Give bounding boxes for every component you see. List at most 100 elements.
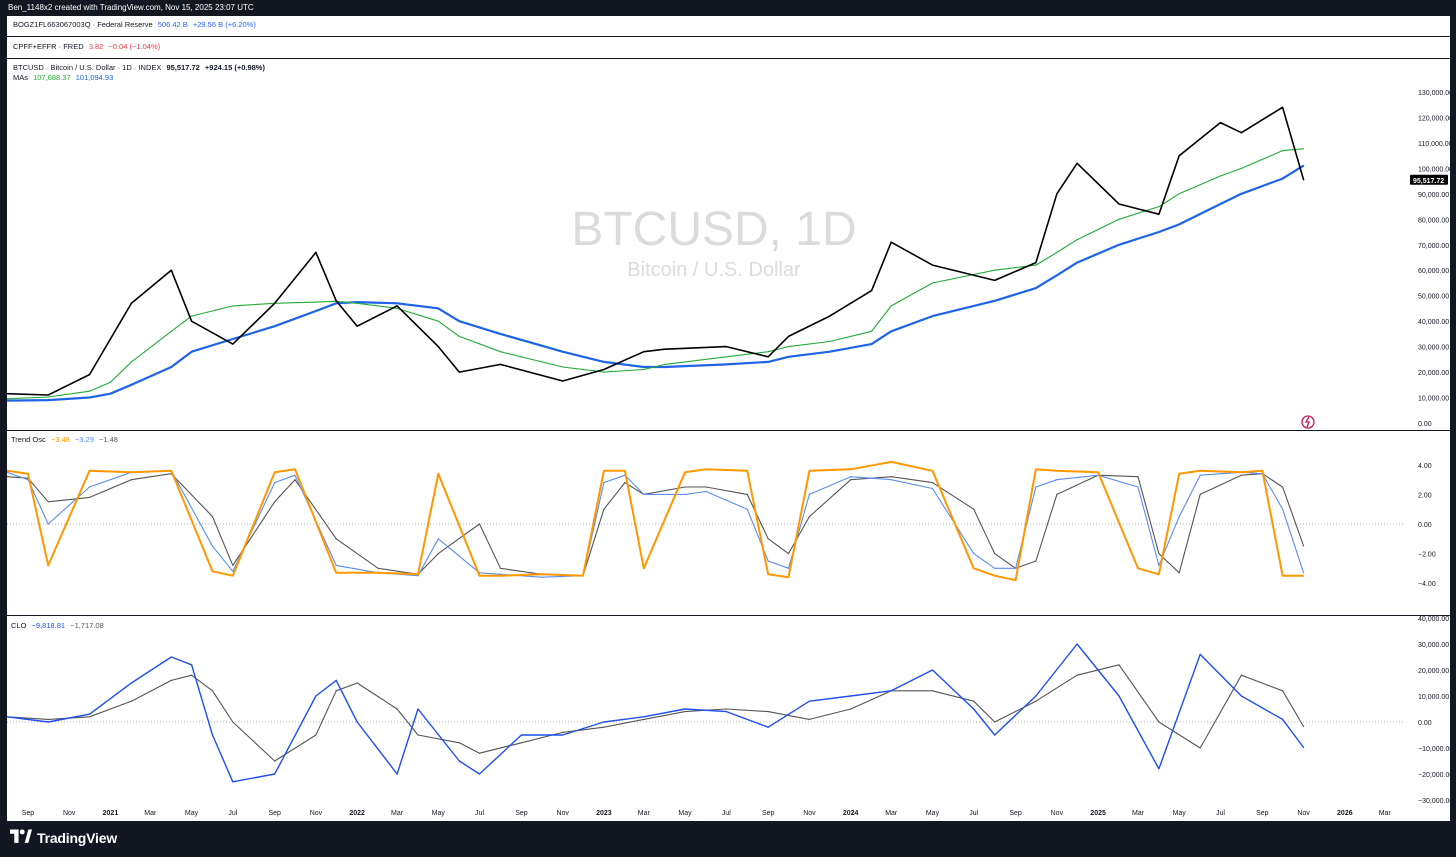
- data-point: [1056, 470, 1058, 472]
- data-point: [478, 773, 481, 775]
- data-point: [211, 516, 214, 518]
- data-point: [684, 486, 686, 488]
- data-point: [377, 572, 379, 574]
- price-axis[interactable]: 130,000.00 120,000.00 110,000.00 100,000.00…: [1418, 90, 1450, 805]
- data-point: [808, 493, 811, 495]
- chart-canvas[interactable]: 130,000.00 120,000.00 110,000.00 100,000.00…: [7, 16, 1450, 821]
- data-point: [643, 716, 645, 718]
- data-point: [232, 305, 234, 307]
- y-tick-label: 100,000.00: [1418, 166, 1450, 173]
- series-layer: [7, 106, 1405, 783]
- data-point: [88, 374, 91, 376]
- data-point: [871, 290, 873, 292]
- legend-clo-v2: −1,717.08: [70, 621, 104, 630]
- x-tick-label: Sep: [22, 810, 35, 817]
- data-point: [1015, 579, 1017, 581]
- legend-clo[interactable]: CLO −9,818.81 −1,717.08: [11, 621, 107, 630]
- data-point: [787, 567, 790, 569]
- legend-mas[interactable]: MAs 107,688.37 101,094.93: [13, 73, 116, 82]
- data-point: [1137, 476, 1139, 478]
- data-point: [109, 338, 111, 340]
- data-point: [684, 708, 686, 710]
- x-tick-label: May: [1173, 810, 1187, 817]
- chart-frame[interactable]: BOGZ1FL663067003Q · Federal Reserve 506.…: [7, 16, 1450, 821]
- data-point: [211, 545, 214, 547]
- data-point: [315, 301, 317, 303]
- legend-bog-name: BOGZ1FL663067003Q · Federal Reserve: [13, 20, 153, 29]
- legend-clo-v1: −9,818.81: [31, 621, 66, 630]
- y-tick-label: 80,000.00: [1418, 217, 1449, 224]
- pane-divider[interactable]: [7, 615, 1450, 616]
- time-axis[interactable]: Sep Nov 2021 Mar May Jul Sep Nov 2022 Mar May Jul Se…: [22, 810, 1392, 817]
- y-tick-label: 0.00: [1418, 720, 1432, 727]
- tradingview-footer[interactable]: TradingView: [10, 826, 117, 850]
- data-point: [1097, 471, 1099, 473]
- data-point: [767, 573, 769, 575]
- data-point: [1178, 155, 1180, 157]
- data-point: [478, 752, 481, 754]
- data-point: [603, 721, 605, 723]
- legend-btc[interactable]: BTCUSD · Bitcoin / U.S. Dollar · 1D · IN…: [13, 63, 268, 72]
- watermark-description: Bitcoin / U.S. Dollar: [627, 259, 801, 281]
- last-price-label: 95,517.72: [1410, 174, 1448, 185]
- data-point: [603, 482, 605, 484]
- pane-divider[interactable]: [7, 58, 1450, 59]
- data-point: [1219, 175, 1221, 177]
- data-point: [7, 716, 8, 718]
- data-point: [931, 315, 934, 317]
- alert-icon[interactable]: [1301, 415, 1315, 429]
- data-point: [994, 567, 996, 569]
- data-point: [1240, 695, 1242, 697]
- data-point: [274, 501, 276, 503]
- data-point: [417, 573, 419, 575]
- data-point: [191, 664, 193, 666]
- data-point: [1219, 122, 1221, 124]
- y-tick-label: 20,000.00: [1418, 668, 1449, 675]
- series-line-2-1: [7, 664, 1305, 762]
- data-point: [1199, 747, 1201, 749]
- data-point: [603, 361, 605, 363]
- data-point: [7, 398, 8, 400]
- data-point: [643, 567, 645, 569]
- data-point: [1035, 486, 1037, 488]
- data-point: [994, 553, 996, 555]
- data-point: [767, 538, 769, 540]
- data-point: [1303, 725, 1305, 728]
- y-tick-label: 0.00: [1418, 421, 1432, 428]
- data-point: [1015, 567, 1017, 569]
- data-point: [1158, 553, 1160, 555]
- legend-trend-osc[interactable]: Trend Osc −3.48 −3.29 −1.48: [11, 435, 121, 444]
- data-point: [994, 300, 996, 302]
- x-tick-label: May: [432, 810, 446, 817]
- data-point: [88, 486, 91, 488]
- data-point: [335, 564, 337, 567]
- legend-mas-v1: 107,688.37: [33, 73, 71, 82]
- data-point: [973, 567, 975, 569]
- data-point: [931, 487, 934, 490]
- data-point: [437, 473, 439, 475]
- x-tick-label: 2025: [1090, 810, 1106, 817]
- data-point: [274, 773, 276, 775]
- y-tick-label: −2.00: [1418, 552, 1436, 559]
- data-point: [890, 479, 892, 481]
- data-point: [767, 711, 769, 713]
- pane-divider[interactable]: [7, 430, 1450, 431]
- data-point: [931, 470, 934, 472]
- data-point: [294, 474, 296, 476]
- y-tick-label: −4.00: [1418, 581, 1436, 588]
- data-point: [1240, 167, 1242, 169]
- legend-cpff[interactable]: CPFF+EFFR · FRED 3.82 −0.04 (−1.04%): [13, 42, 163, 51]
- data-point: [499, 333, 502, 335]
- data-point: [994, 279, 996, 281]
- legend-clo-name: CLO: [11, 621, 27, 630]
- data-point: [211, 734, 214, 736]
- data-point: [335, 679, 337, 682]
- data-point: [109, 393, 111, 395]
- pane-divider[interactable]: [7, 36, 1450, 37]
- x-tick-label: 2022: [349, 810, 365, 817]
- legend-bog[interactable]: BOGZ1FL663067003Q · Federal Reserve 506.…: [13, 20, 259, 29]
- y-tick-label: −30,000.00: [1418, 798, 1450, 805]
- data-point: [1219, 203, 1221, 205]
- data-point: [767, 356, 769, 358]
- data-point: [88, 470, 91, 472]
